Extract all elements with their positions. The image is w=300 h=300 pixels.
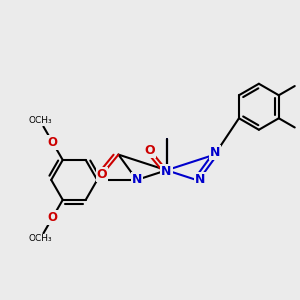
Text: N: N — [161, 165, 172, 178]
Text: N: N — [195, 173, 205, 186]
Text: N: N — [209, 146, 220, 159]
Text: O: O — [97, 168, 107, 181]
Text: OCH₃: OCH₃ — [28, 234, 52, 243]
Text: N: N — [132, 173, 142, 186]
Text: O: O — [145, 143, 155, 157]
Text: OCH₃: OCH₃ — [28, 116, 52, 125]
Text: O: O — [48, 211, 58, 224]
Text: O: O — [48, 136, 58, 149]
